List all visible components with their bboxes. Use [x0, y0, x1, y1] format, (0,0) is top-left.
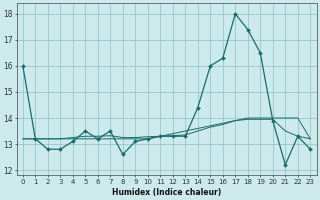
X-axis label: Humidex (Indice chaleur): Humidex (Indice chaleur): [112, 188, 221, 197]
